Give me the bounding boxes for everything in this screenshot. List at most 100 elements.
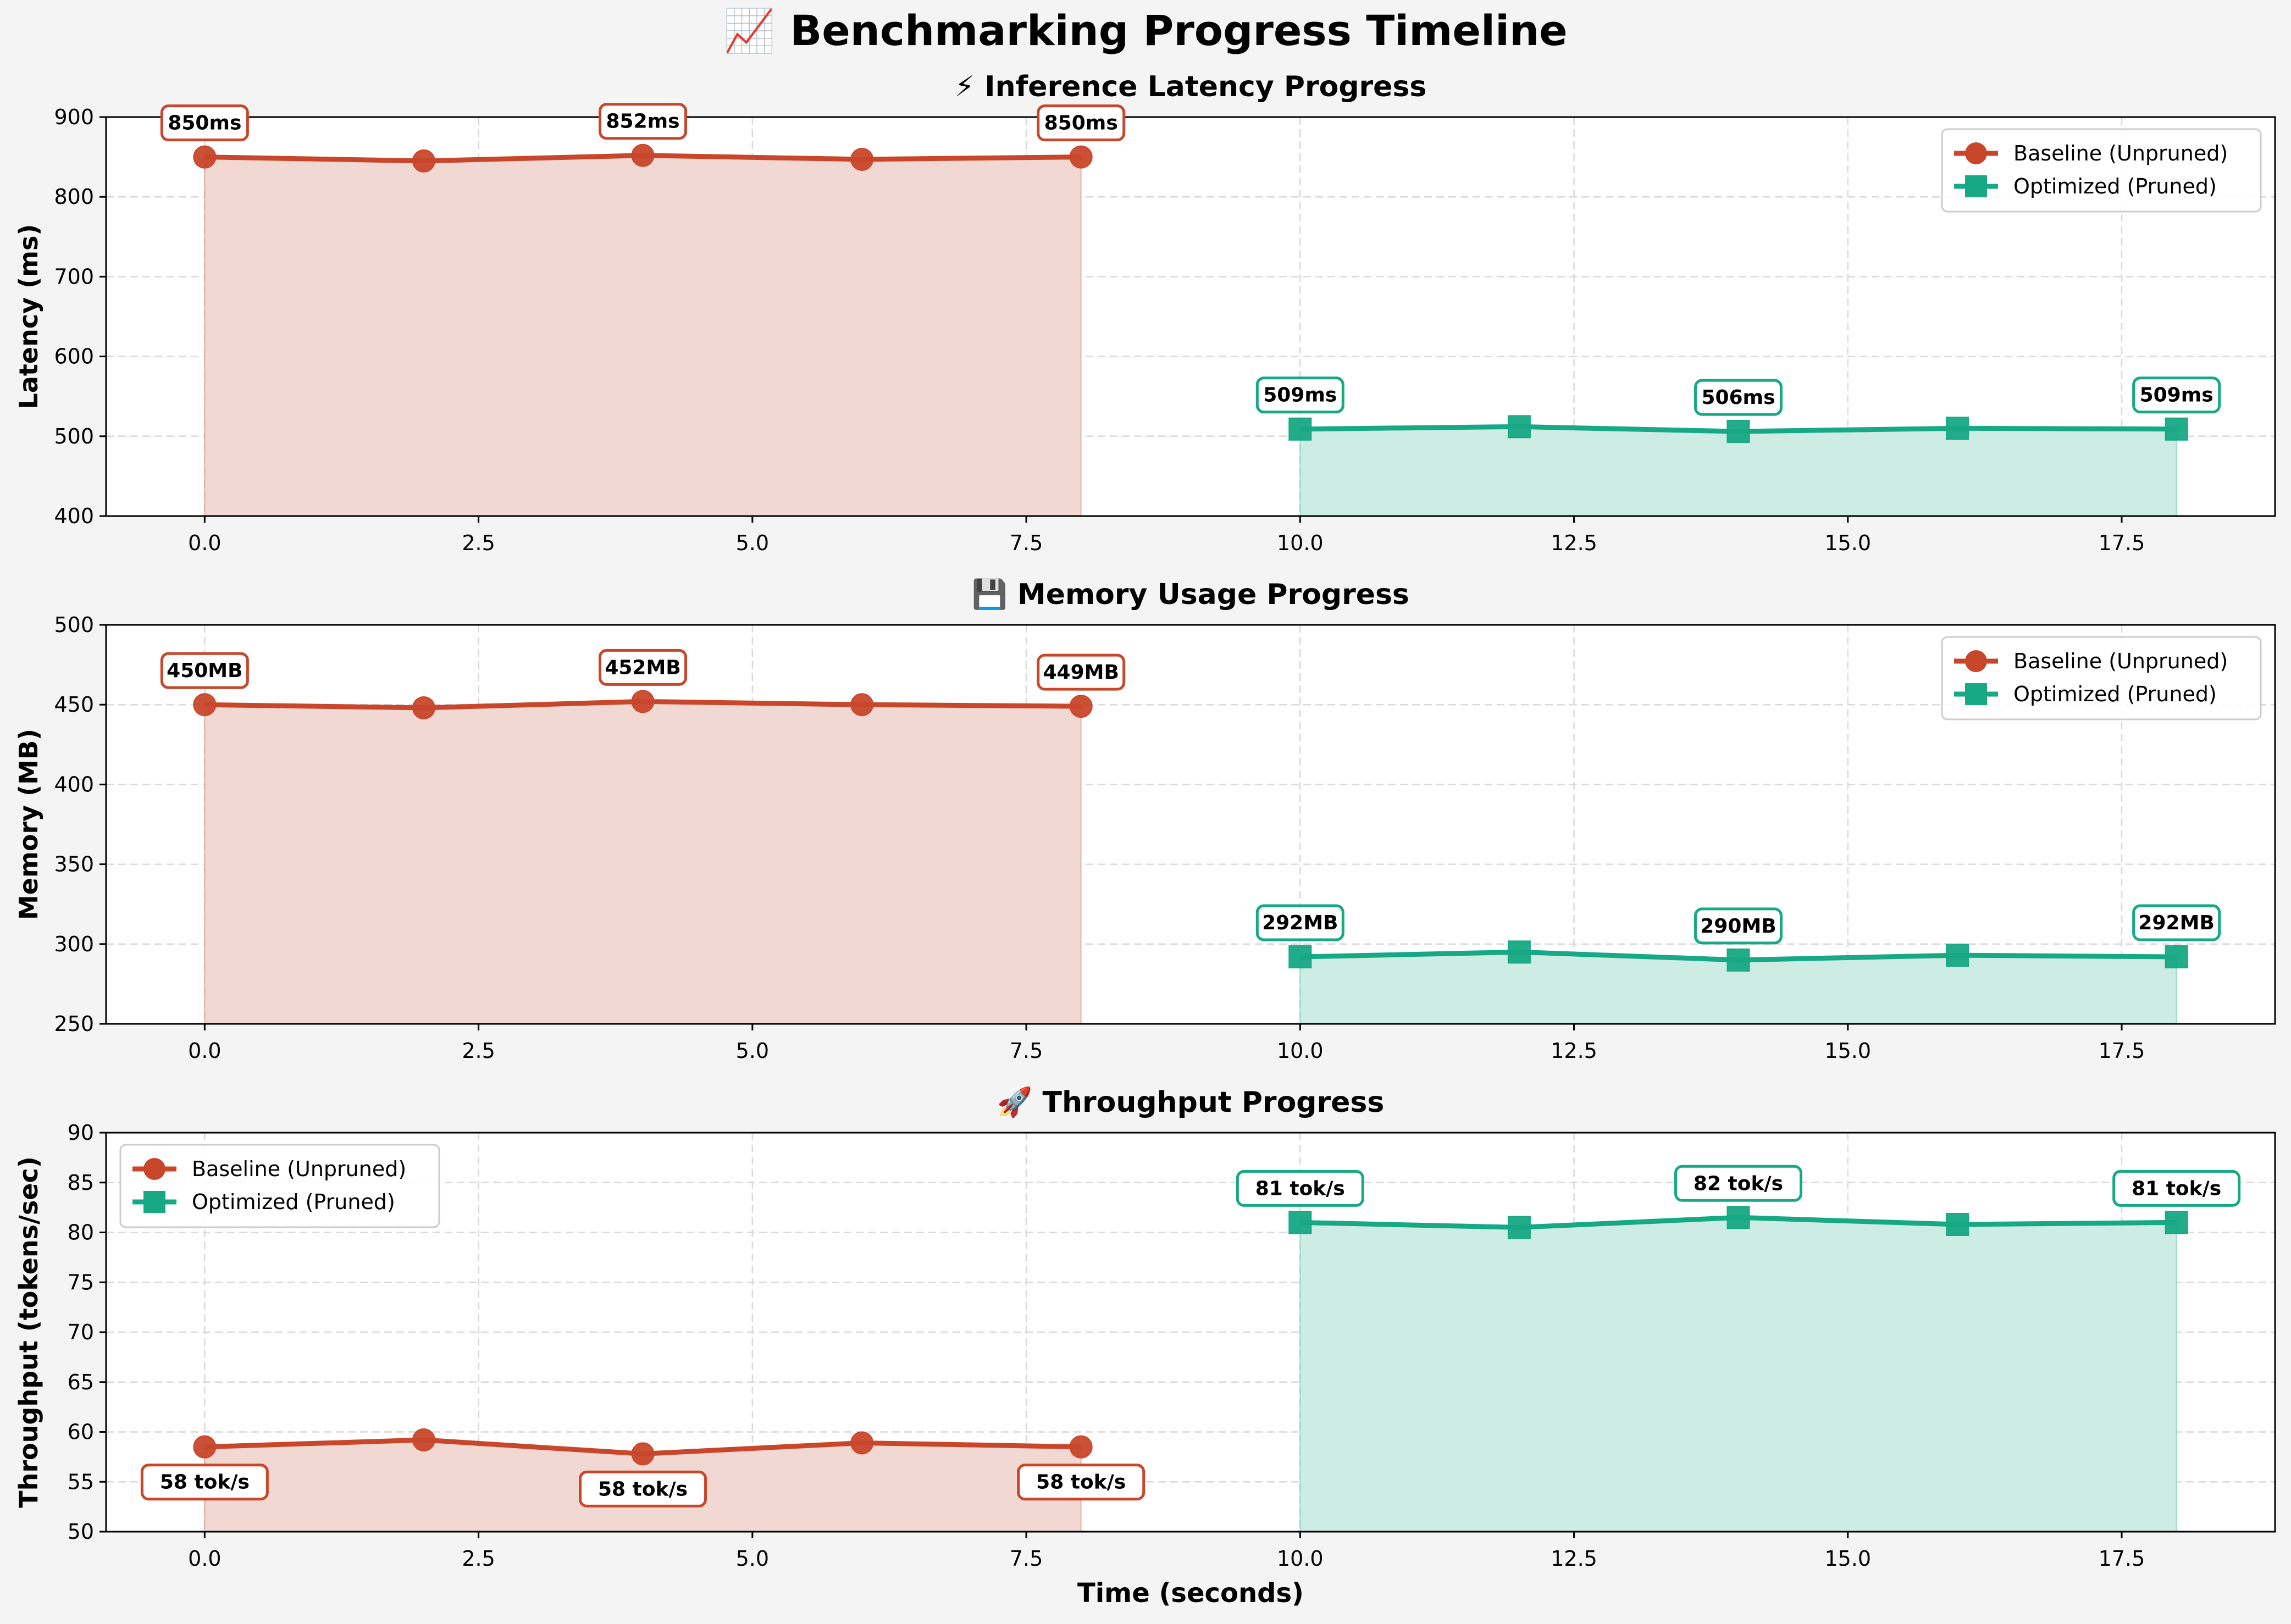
subplot-title: 💾 Memory Usage Progress bbox=[972, 578, 1409, 611]
legend-marker bbox=[143, 1191, 165, 1213]
annotation-box bbox=[2112, 1169, 2241, 1207]
x-tick-label: 15.0 bbox=[1824, 531, 1871, 555]
y-tick-label: 700 bbox=[54, 264, 94, 289]
annotation-label: 58 tok/s bbox=[1036, 1471, 1126, 1494]
plot-frame bbox=[105, 624, 2276, 1025]
x-tick-label: 7.5 bbox=[1010, 1039, 1043, 1063]
data-point-marker bbox=[1726, 948, 1750, 972]
x-tick-label: 0.0 bbox=[188, 531, 221, 555]
y-axis-label: Latency (ms) bbox=[14, 224, 43, 409]
annotation-box bbox=[1037, 104, 1126, 142]
annotation-box bbox=[160, 104, 249, 142]
y-tick-label: 80 bbox=[68, 1221, 94, 1245]
legend-box bbox=[1941, 128, 2262, 213]
annotation-box bbox=[1236, 1169, 1364, 1207]
data-point-marker bbox=[1507, 940, 1531, 964]
x-tick-label: 7.5 bbox=[1010, 1547, 1043, 1571]
x-tick-label: 15.0 bbox=[1824, 1039, 1871, 1063]
subplot-1: 0.0 2.5 5.0 7.5 10.0 12.5 15.0 17.5 400 500 600 700… bbox=[14, 70, 2276, 555]
x-tick-label: 7.5 bbox=[1010, 531, 1043, 555]
x-tick-label: 15.0 bbox=[1824, 1547, 1871, 1571]
data-point-marker bbox=[193, 693, 217, 717]
legend: Baseline (Unpruned) Optimized (Pruned) bbox=[1941, 636, 2262, 720]
x-tick-label: 5.0 bbox=[736, 1547, 769, 1571]
data-point-marker bbox=[1946, 944, 1969, 967]
x-axis-label: Time (seconds) bbox=[1077, 1578, 1304, 1609]
annotation-label: 509ms bbox=[1263, 384, 1337, 407]
legend-box bbox=[1941, 636, 2262, 720]
data-point-marker bbox=[631, 690, 655, 713]
legend-marker bbox=[1965, 175, 1987, 197]
series-area-fill bbox=[1299, 1217, 2177, 1532]
annotation-box bbox=[1017, 1464, 1146, 1501]
data-point-marker bbox=[850, 147, 874, 171]
annotation-label: 450MB bbox=[167, 659, 242, 682]
y-tick-label: 500 bbox=[54, 424, 94, 448]
legend-marker bbox=[1965, 650, 1987, 672]
data-point-marker bbox=[1069, 145, 1093, 169]
x-tick-label: 17.5 bbox=[2099, 531, 2145, 555]
data-point-marker bbox=[1507, 1216, 1531, 1239]
data-point-marker bbox=[1288, 417, 1312, 441]
annotation-box bbox=[2132, 376, 2221, 414]
annotation-box bbox=[1694, 907, 1783, 945]
y-axis-label: Throughput (tokens/sec) bbox=[14, 1156, 43, 1508]
y-tick-label: 250 bbox=[54, 1012, 94, 1036]
data-point-marker bbox=[412, 696, 435, 720]
plot-frame bbox=[105, 116, 2276, 517]
annotation-label: 292MB bbox=[2138, 912, 2214, 934]
annotation-box bbox=[1037, 653, 1126, 691]
annotation-label: 452MB bbox=[605, 656, 680, 679]
figure-title: 📈 Benchmarking Progress Timeline bbox=[723, 6, 1567, 55]
annotation-box bbox=[1674, 1165, 1802, 1202]
annotation-label: 509ms bbox=[2140, 384, 2213, 407]
data-point-marker bbox=[1288, 1211, 1312, 1234]
annotation-label: 81 tok/s bbox=[1255, 1177, 1345, 1200]
legend-label: Baseline (Unpruned) bbox=[192, 1157, 406, 1181]
data-point-marker bbox=[850, 1431, 874, 1455]
x-tick-label: 17.5 bbox=[2099, 1039, 2145, 1063]
x-tick-label: 5.0 bbox=[736, 1039, 769, 1063]
legend-marker bbox=[1965, 683, 1987, 705]
annotation-label: 852ms bbox=[606, 110, 679, 133]
y-tick-label: 450 bbox=[54, 692, 94, 717]
data-point-marker bbox=[1507, 415, 1531, 439]
y-tick-label: 300 bbox=[54, 932, 94, 956]
data-point-marker bbox=[412, 1428, 435, 1452]
y-tick-label: 50 bbox=[68, 1520, 94, 1544]
subplot-3: 0.0 2.5 5.0 7.5 10.0 12.5 15.0 17.5 50 55 60 65 70 75… bbox=[14, 1085, 2276, 1609]
annotation-label: 506ms bbox=[1701, 386, 1775, 409]
legend-marker bbox=[143, 1158, 165, 1180]
data-point-marker bbox=[850, 693, 874, 717]
y-tick-label: 75 bbox=[68, 1270, 94, 1294]
y-tick-label: 400 bbox=[54, 772, 94, 796]
x-tick-label: 5.0 bbox=[736, 531, 769, 555]
x-tick-label: 10.0 bbox=[1277, 1547, 1324, 1571]
data-point-marker bbox=[1726, 420, 1750, 444]
annotation-label: 850ms bbox=[168, 112, 241, 135]
data-point-marker bbox=[631, 1442, 655, 1466]
legend-box bbox=[119, 1144, 440, 1228]
y-tick-label: 350 bbox=[54, 852, 94, 877]
x-tick-label: 17.5 bbox=[2099, 1547, 2145, 1571]
annotation-label: 81 tok/s bbox=[2132, 1177, 2221, 1200]
series-area-fill bbox=[204, 154, 1082, 517]
y-tick-label: 55 bbox=[68, 1470, 94, 1494]
annotation-box bbox=[1255, 904, 1344, 941]
x-tick-label: 2.5 bbox=[462, 1039, 495, 1063]
legend-label: Baseline (Unpruned) bbox=[2013, 141, 2228, 165]
subplot-title: ⚡ Inference Latency Progress bbox=[955, 70, 1427, 103]
x-tick-label: 10.0 bbox=[1277, 531, 1324, 555]
x-tick-label: 12.5 bbox=[1551, 531, 1597, 555]
data-point-marker bbox=[1069, 695, 1093, 718]
x-tick-label: 2.5 bbox=[462, 531, 495, 555]
y-tick-label: 65 bbox=[68, 1370, 94, 1394]
y-tick-label: 85 bbox=[68, 1171, 94, 1195]
y-axis-label: Memory (MB) bbox=[14, 729, 43, 920]
legend: Baseline (Unpruned) Optimized (Pruned) bbox=[119, 1144, 440, 1228]
data-point-marker bbox=[1946, 417, 1969, 440]
legend-label: Optimized (Pruned) bbox=[192, 1190, 395, 1214]
annotation-box bbox=[1255, 376, 1344, 414]
y-tick-label: 70 bbox=[68, 1320, 94, 1344]
data-point-marker bbox=[412, 149, 435, 173]
